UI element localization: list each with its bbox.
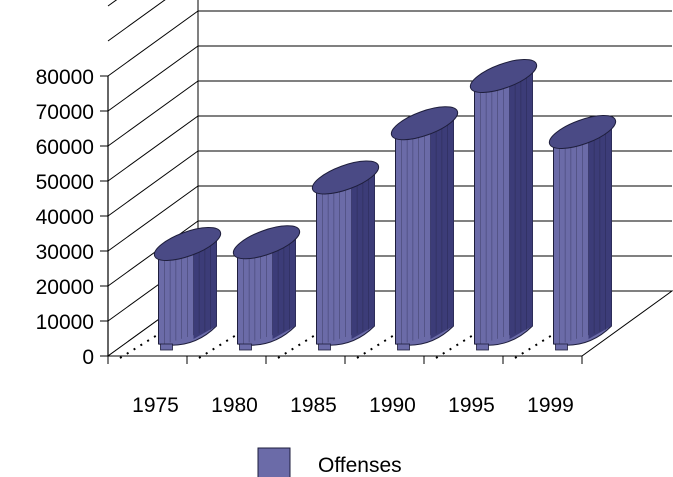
x-tick-label-1999: 1999: [527, 394, 574, 417]
x-tick-label-1990: 1990: [369, 394, 416, 417]
bar-1995: [435, 59, 538, 359]
bar-1985: [277, 160, 380, 359]
x-axis-labels: 1975 1980 1985 1990 1995 1999: [107, 356, 583, 417]
gridline-side: [107, 115, 199, 182]
y-tick-label: 80000: [36, 66, 94, 89]
y-tick-label: 60000: [36, 136, 94, 159]
gridline-side: [107, 0, 166, 42]
bar-top: [311, 160, 380, 195]
y-tick-label: 30000: [36, 241, 94, 264]
bar-base-tab: [555, 343, 568, 351]
bar-1980: [198, 225, 301, 359]
gridline-side: [107, 0, 118, 7]
bar-1999: [514, 115, 617, 359]
gridline-side: [107, 10, 199, 77]
bar-base-tab: [318, 343, 331, 351]
bar-top: [548, 115, 617, 149]
bar-base-tab: [239, 343, 252, 351]
x-tick-label-1995: 1995: [448, 394, 495, 417]
y-tick-label: 50000: [36, 171, 94, 194]
gridline-side: [107, 220, 199, 287]
bar-base-tab: [476, 343, 489, 351]
gridline-side: [107, 150, 199, 217]
legend-swatch-offenses: [257, 447, 291, 477]
bar-top: [469, 59, 538, 93]
bar-1990: [356, 106, 459, 359]
bars: [119, 59, 617, 359]
bar-top: [153, 227, 222, 261]
x-tick-label-1980: 1980: [211, 394, 258, 417]
gridline-side: [107, 80, 199, 147]
y-tick-label: 0: [82, 346, 94, 369]
y-tick-label: 70000: [36, 101, 94, 124]
y-tick-label: 40000: [36, 206, 94, 229]
x-tick-label-1975: 1975: [132, 394, 179, 417]
gridline-side: [107, 185, 199, 252]
y-tick-label: 20000: [36, 276, 94, 299]
legend: Offenses: [257, 447, 402, 477]
bar-base-tab: [160, 343, 173, 351]
bar-base-tab: [397, 343, 410, 351]
bar-top: [232, 225, 301, 260]
y-tick-label: 10000: [36, 311, 94, 334]
x-tick-label-1985: 1985: [290, 394, 337, 417]
bar-top: [390, 106, 459, 141]
bar-1975: [119, 227, 222, 359]
legend-label-offenses: Offenses: [318, 454, 402, 477]
gridline-side: [107, 45, 199, 112]
y-axis-ticks: 0 10000 20000 30000 40000 50000 60000 70000 8000…: [36, 66, 108, 369]
